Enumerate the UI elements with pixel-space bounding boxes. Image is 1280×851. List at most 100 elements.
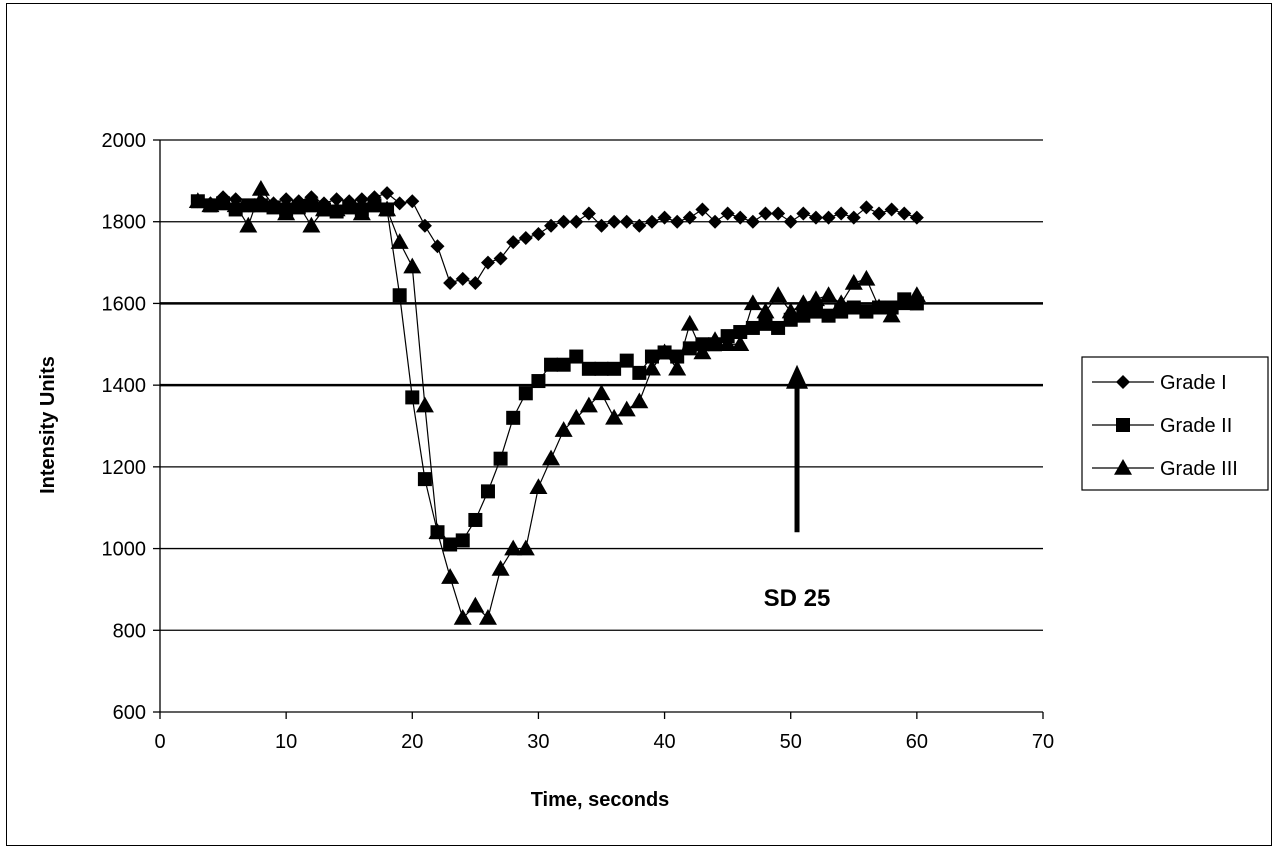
data-point — [554, 421, 573, 437]
data-point — [794, 294, 813, 311]
data-point — [188, 192, 207, 209]
data-point — [655, 343, 674, 360]
data-point — [378, 200, 397, 217]
data-point — [302, 216, 321, 233]
data-point — [581, 206, 596, 221]
legend-marker — [1116, 418, 1130, 432]
x-tick-label: 0 — [154, 731, 165, 753]
data-point — [264, 196, 283, 213]
annotation-label: SD 25 — [764, 585, 831, 612]
data-point — [907, 286, 926, 303]
data-point — [909, 210, 924, 225]
data-point — [441, 568, 460, 584]
data-point — [556, 357, 571, 372]
x-tick-label: 70 — [1032, 731, 1054, 753]
data-point — [455, 271, 470, 286]
data-point — [455, 533, 470, 548]
data-point — [756, 302, 775, 319]
data-point — [796, 308, 811, 323]
data-point — [743, 294, 762, 311]
y-tick-label: 1400 — [102, 375, 147, 397]
data-point — [480, 255, 495, 270]
data-point — [834, 206, 849, 221]
data-point — [758, 206, 773, 221]
data-point — [796, 206, 811, 221]
y-tick-label: 1200 — [102, 457, 147, 479]
series-layer — [188, 180, 926, 625]
data-point — [693, 343, 712, 360]
data-point — [644, 214, 659, 229]
data-point — [619, 214, 634, 229]
data-point — [859, 200, 874, 215]
data-point — [605, 408, 624, 425]
data-point — [493, 451, 508, 466]
data-point — [706, 331, 725, 347]
data-point — [327, 200, 346, 217]
data-point — [531, 374, 546, 389]
y-axis-title: Intensity Units — [37, 356, 59, 494]
data-point — [531, 226, 546, 241]
data-point — [365, 196, 384, 213]
legend: Grade I Grade II Grade III — [1081, 356, 1269, 491]
data-point — [642, 359, 661, 376]
data-point — [781, 302, 800, 319]
data-point — [594, 361, 609, 376]
data-point — [214, 192, 233, 209]
data-point — [428, 523, 447, 539]
legend-label: Grade I — [1160, 372, 1227, 394]
legend-label: Grade II — [1160, 415, 1232, 437]
series-3 — [188, 180, 926, 625]
data-point — [392, 196, 407, 211]
series-2 — [190, 194, 924, 552]
data-point — [405, 390, 420, 405]
data-point — [682, 341, 697, 356]
data-point — [808, 304, 823, 319]
data-point — [542, 449, 561, 466]
data-point — [304, 198, 319, 213]
y-tick-label: 600 — [113, 702, 146, 724]
legend-label: Grade III — [1160, 458, 1238, 480]
data-point — [403, 257, 422, 274]
legend-marker — [1116, 375, 1130, 389]
x-tick-label: 40 — [653, 731, 675, 753]
data-point — [239, 216, 258, 233]
data-point — [556, 214, 571, 229]
data-point — [443, 276, 458, 290]
data-point — [695, 202, 710, 217]
data-point — [607, 214, 622, 229]
data-point — [478, 609, 497, 625]
data-point — [668, 359, 687, 376]
data-point — [392, 288, 407, 303]
data-point — [289, 196, 308, 213]
data-point — [821, 308, 836, 323]
data-point — [720, 206, 735, 221]
y-tick-label: 1000 — [102, 539, 147, 561]
x-tick-label: 60 — [906, 731, 928, 753]
data-point — [771, 320, 786, 335]
data-point — [632, 218, 647, 233]
data-point — [405, 194, 420, 209]
data-point — [832, 294, 851, 311]
data-point — [630, 392, 649, 409]
x-tick-label: 50 — [780, 731, 802, 753]
data-point — [819, 286, 838, 303]
data-point — [417, 218, 432, 233]
series-1 — [190, 186, 924, 290]
data-point — [808, 210, 823, 225]
data-point — [758, 316, 773, 331]
legend-marker — [1114, 459, 1132, 475]
data-point — [493, 251, 508, 266]
x-axis-title: Time, seconds — [531, 789, 670, 811]
data-point — [619, 353, 634, 368]
y-tick-label: 800 — [113, 620, 146, 642]
data-point — [897, 206, 912, 221]
data-point — [872, 206, 887, 221]
data-point — [617, 400, 636, 417]
data-point — [506, 410, 521, 425]
data-point — [518, 231, 533, 246]
chart-frame — [6, 3, 1272, 846]
data-point — [567, 408, 586, 425]
data-point — [226, 196, 245, 213]
data-point — [769, 286, 788, 303]
